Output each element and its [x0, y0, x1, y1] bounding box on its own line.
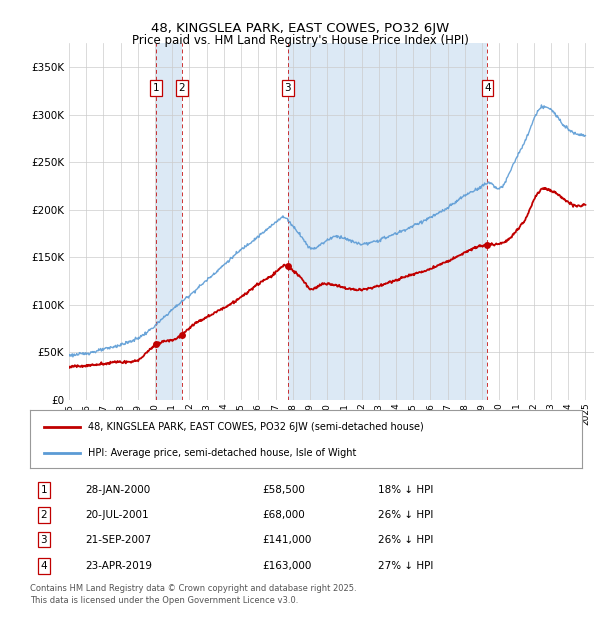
- Bar: [156, 43, 182, 400]
- Text: 18% ↓ HPI: 18% ↓ HPI: [378, 485, 433, 495]
- Text: 23-APR-2019: 23-APR-2019: [85, 560, 152, 570]
- Text: £163,000: £163,000: [262, 560, 311, 570]
- Bar: [288, 43, 487, 400]
- Text: 26% ↓ HPI: 26% ↓ HPI: [378, 510, 433, 520]
- Text: 3: 3: [284, 83, 291, 93]
- Text: 20-JUL-2001: 20-JUL-2001: [85, 510, 149, 520]
- Text: £68,000: £68,000: [262, 510, 305, 520]
- Text: 4: 4: [484, 83, 491, 93]
- Text: 1: 1: [153, 83, 160, 93]
- Text: Price paid vs. HM Land Registry's House Price Index (HPI): Price paid vs. HM Land Registry's House …: [131, 34, 469, 47]
- Text: 48, KINGSLEA PARK, EAST COWES, PO32 6JW: 48, KINGSLEA PARK, EAST COWES, PO32 6JW: [151, 22, 449, 35]
- Text: 3: 3: [40, 534, 47, 544]
- Text: 2: 2: [40, 510, 47, 520]
- Text: 28-JAN-2000: 28-JAN-2000: [85, 485, 151, 495]
- Text: £58,500: £58,500: [262, 485, 305, 495]
- Text: 21-SEP-2007: 21-SEP-2007: [85, 534, 151, 544]
- Text: 27% ↓ HPI: 27% ↓ HPI: [378, 560, 433, 570]
- Text: Contains HM Land Registry data © Crown copyright and database right 2025.
This d: Contains HM Land Registry data © Crown c…: [30, 584, 356, 605]
- Text: 1: 1: [40, 485, 47, 495]
- Text: 4: 4: [40, 560, 47, 570]
- Text: 2: 2: [178, 83, 185, 93]
- Text: HPI: Average price, semi-detached house, Isle of Wight: HPI: Average price, semi-detached house,…: [88, 448, 356, 458]
- Text: 48, KINGSLEA PARK, EAST COWES, PO32 6JW (semi-detached house): 48, KINGSLEA PARK, EAST COWES, PO32 6JW …: [88, 422, 424, 432]
- Text: 26% ↓ HPI: 26% ↓ HPI: [378, 534, 433, 544]
- Text: £141,000: £141,000: [262, 534, 311, 544]
